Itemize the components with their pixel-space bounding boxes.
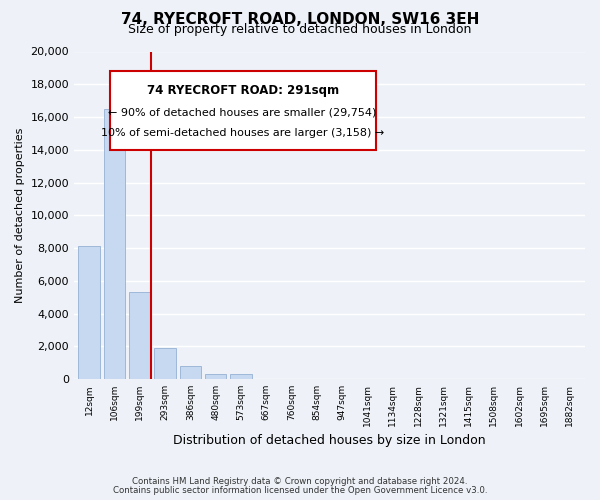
Bar [179, 366, 201, 379]
Text: Size of property relative to detached houses in London: Size of property relative to detached ho… [128, 24, 472, 36]
Bar [104, 109, 125, 379]
Text: Contains HM Land Registry data © Crown copyright and database right 2024.: Contains HM Land Registry data © Crown c… [132, 477, 468, 486]
Y-axis label: Number of detached properties: Number of detached properties [15, 128, 25, 303]
X-axis label: Distribution of detached houses by size in London: Distribution of detached houses by size … [173, 434, 486, 448]
Bar [154, 348, 176, 379]
Bar [230, 374, 252, 379]
Text: Contains public sector information licensed under the Open Government Licence v3: Contains public sector information licen… [113, 486, 487, 495]
Bar [129, 292, 151, 379]
Bar [79, 246, 100, 379]
Bar [205, 374, 226, 379]
Text: 74, RYECROFT ROAD, LONDON, SW16 3EH: 74, RYECROFT ROAD, LONDON, SW16 3EH [121, 12, 479, 26]
Text: 74 RYECROFT ROAD: 291sqm: 74 RYECROFT ROAD: 291sqm [146, 84, 339, 96]
Text: 10% of semi-detached houses are larger (3,158) →: 10% of semi-detached houses are larger (… [101, 128, 384, 138]
Text: ← 90% of detached houses are smaller (29,754): ← 90% of detached houses are smaller (29… [109, 107, 377, 117]
